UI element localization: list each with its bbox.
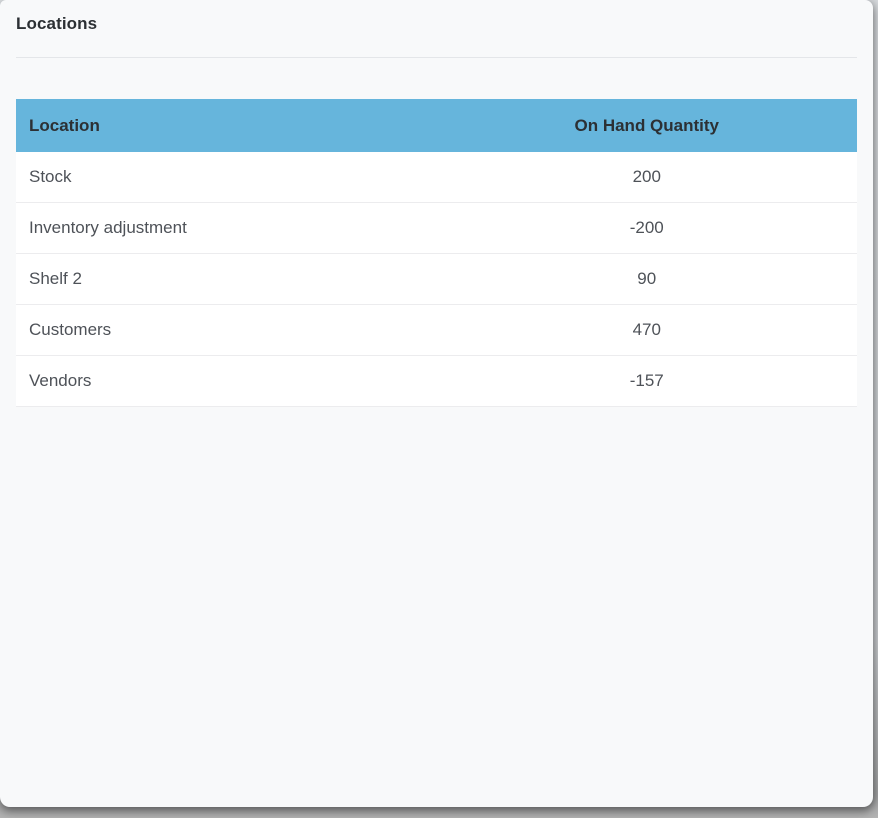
quantity-cell: 470: [436, 304, 857, 356]
table-row: Stock 200: [16, 152, 857, 203]
quantity-cell: -157: [436, 355, 857, 407]
quantity-cell: 200: [436, 152, 857, 203]
table-row: Vendors -157: [16, 355, 857, 407]
table-header-row: Location On Hand Quantity: [16, 99, 857, 152]
location-cell: Shelf 2: [16, 253, 437, 305]
location-cell: Inventory adjustment: [16, 202, 437, 254]
locations-table: Location On Hand Quantity Stock 200 Inve…: [16, 99, 857, 407]
table-row: Customers 470: [16, 304, 857, 356]
location-cell: Vendors: [16, 355, 437, 407]
table-row: Shelf 2 90: [16, 253, 857, 305]
location-cell: Customers: [16, 304, 437, 356]
table-row: Inventory adjustment -200: [16, 202, 857, 254]
quantity-cell: -200: [436, 202, 857, 254]
page-title: Locations: [16, 14, 98, 33]
quantity-cell: 90: [436, 253, 857, 305]
column-header-location: Location: [16, 99, 437, 152]
column-header-on-hand-quantity: On Hand Quantity: [436, 99, 857, 152]
title-divider: [16, 57, 857, 58]
location-cell: Stock: [16, 152, 437, 203]
